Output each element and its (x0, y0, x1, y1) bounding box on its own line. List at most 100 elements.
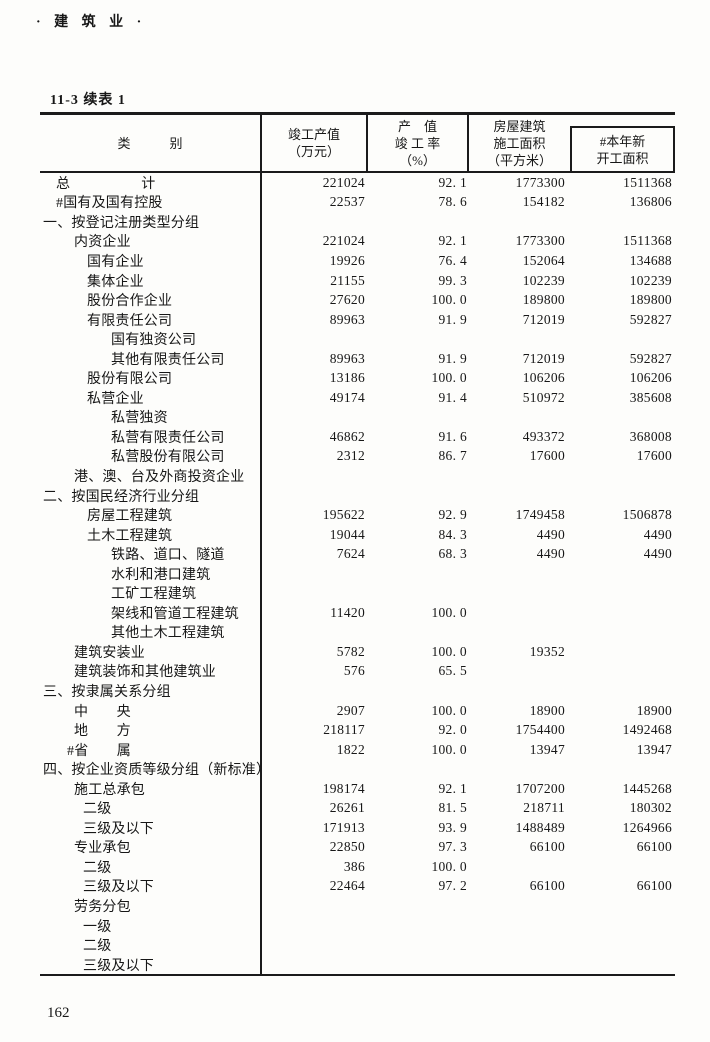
row-completion-rate-value (368, 583, 469, 603)
table-row: 股份合作企业 27620 100. 0 189800 189800 (40, 290, 675, 310)
row-category-label: 私营独资 (40, 407, 262, 428)
row-completion-rate-value: 100. 0 (431, 702, 467, 718)
row-completed-output-value: 13186 (329, 370, 365, 386)
row-floor-space-value: 102239 (522, 272, 565, 288)
table-row: 土木工程建筑 19044 84. 3 4490 4490 (40, 524, 675, 545)
row-completion-rate-value (368, 564, 469, 584)
row-completed-output-value: 19044 (329, 526, 365, 542)
row-category-label: 三、按隶属关系分组 (40, 681, 262, 701)
row-completion-rate-value (368, 935, 469, 955)
row-completion-rate-value: 78. 6 (438, 194, 467, 210)
row-completion-rate-value: 100. 0 (431, 643, 467, 659)
row-floor-space-value: 4490 (536, 526, 565, 542)
row-newly-started-value: 4490 (643, 526, 672, 542)
row-newly-started-value: 66100 (636, 878, 672, 894)
row-floor-space-value: 18900 (529, 702, 565, 718)
row-newly-started-value (570, 955, 675, 975)
row-category-label: 中 央 (40, 700, 262, 721)
row-floor-space-value: 1773300 (515, 174, 565, 190)
row-floor-space-value: 4490 (536, 546, 565, 562)
row-newly-started-value: 385608 (629, 389, 672, 405)
table-row: 私营股份有限公司 2312 86. 7 17600 17600 (40, 446, 675, 467)
row-completed-output-value (262, 583, 368, 603)
table-row: 国有独资公司 (40, 329, 675, 349)
row-newly-started-value (570, 662, 675, 682)
row-category-label: 一、按登记注册类型分组 (40, 212, 262, 232)
row-category-label: 水利和港口建筑 (40, 563, 262, 584)
row-category-label: 二级 (40, 857, 262, 877)
row-floor-space-value: 493372 (522, 428, 565, 444)
row-category-label: 工矿工程建筑 (40, 583, 262, 604)
row-floor-space-value: 152064 (522, 252, 565, 268)
row-completion-rate-value (368, 955, 469, 975)
row-floor-space-value (469, 681, 570, 701)
row-completion-rate-value (368, 466, 469, 486)
table-row: 一、按登记注册类型分组 (40, 212, 675, 232)
row-floor-space-value: 66100 (529, 839, 565, 855)
row-completed-output-value (262, 212, 368, 232)
row-completed-output-value (262, 466, 368, 486)
row-completed-output-value: 221024 (322, 174, 365, 190)
row-completion-rate-value (368, 329, 469, 349)
row-floor-space-value: 712019 (522, 350, 565, 366)
row-floor-space-value (469, 896, 570, 916)
row-floor-space-value (469, 486, 570, 506)
row-category-label: 集体企业 (40, 270, 262, 291)
row-category-label: 有限责任公司 (40, 309, 262, 330)
table-row: 国有企业 19926 76. 4 152064 134688 (40, 251, 675, 271)
row-category-label: 其他有限责任公司 (40, 348, 262, 369)
table-row: 港、澳、台及外商投资企业 (40, 466, 675, 486)
row-completed-output-value: 49174 (329, 389, 365, 405)
table-row: 有限责任公司 89963 91. 9 712019 592827 (40, 309, 675, 330)
running-header: · 建 筑 业 · (36, 15, 147, 30)
table-row: 集体企业 21155 99. 3 102239 102239 (40, 270, 675, 291)
row-newly-started-value (570, 466, 675, 486)
table-row: 施工总承包 198174 92. 1 1707200 1445268 (40, 778, 675, 799)
row-completed-output-value: 5782 (336, 643, 365, 659)
column-header-newly-started-cell: #本年新 开工面积 (570, 115, 675, 171)
statistics-table: 类 别 竣工产值 （万元） 产 值 竣 工 率 （%） 房屋建筑 施工面积 （平… (40, 112, 675, 977)
row-category-label: 建筑装饰和其他建筑业 (40, 661, 262, 682)
row-newly-started-value: 4490 (643, 546, 672, 562)
row-completion-rate-value: 100. 0 (431, 370, 467, 386)
row-completion-rate-value: 97. 2 (438, 878, 467, 894)
row-newly-started-value: 189800 (629, 292, 672, 308)
table-row: 私营企业 49174 91. 4 510972 385608 (40, 388, 675, 408)
row-completion-rate-value: 65. 5 (438, 663, 467, 679)
row-completed-output-value (262, 564, 368, 584)
row-category-label: 私营企业 (40, 388, 262, 408)
row-newly-started-value (570, 603, 675, 623)
table-row: 一级 (40, 915, 675, 936)
row-category-label: 一级 (40, 915, 262, 936)
row-newly-started-value: 592827 (629, 311, 672, 327)
row-completed-output-value: 2907 (336, 702, 365, 718)
row-completion-rate-value: 92. 1 (438, 780, 467, 796)
table-row: 私营独资 (40, 407, 675, 428)
row-completed-output-value: 221024 (322, 233, 365, 249)
table-row: 房屋工程建筑 195622 92. 9 1749458 1506878 (40, 505, 675, 525)
row-newly-started-value: 1511368 (623, 233, 672, 249)
row-completed-output-value: 386 (343, 858, 365, 874)
row-floor-space-value (469, 329, 570, 349)
row-newly-started-value: 102239 (629, 272, 672, 288)
row-category-label: 三级及以下 (40, 818, 262, 838)
row-completion-rate-value: 100. 0 (431, 292, 467, 308)
row-floor-space-value (469, 857, 570, 877)
column-header-output-completion-rate: 产 值 竣 工 率 （%） (368, 115, 469, 171)
table-row: #省 属 1822 100. 0 13947 13947 (40, 739, 675, 760)
row-completion-rate-value: 92. 9 (438, 507, 467, 523)
row-completed-output-value: 195622 (322, 507, 365, 523)
table-row: 总 计 221024 92. 1 1773300 1511368 (40, 173, 675, 193)
table-row: 劳务分包 (40, 896, 675, 916)
row-completion-rate-value: 93. 9 (438, 819, 467, 835)
table-row: 工矿工程建筑 (40, 583, 675, 604)
table-row: 三级及以下 22464 97. 2 66100 66100 (40, 876, 675, 897)
table-row: 地 方 218117 92. 0 1754400 1492468 (40, 720, 675, 740)
page-number: 162 (47, 1005, 70, 1021)
row-newly-started-value: 106206 (629, 370, 672, 386)
row-floor-space-value: 510972 (522, 389, 565, 405)
row-category-label: 二级 (40, 798, 262, 819)
row-completion-rate-value (368, 916, 469, 936)
row-newly-started-value: 1506878 (622, 507, 672, 523)
row-completion-rate-value: 91. 4 (438, 389, 467, 405)
